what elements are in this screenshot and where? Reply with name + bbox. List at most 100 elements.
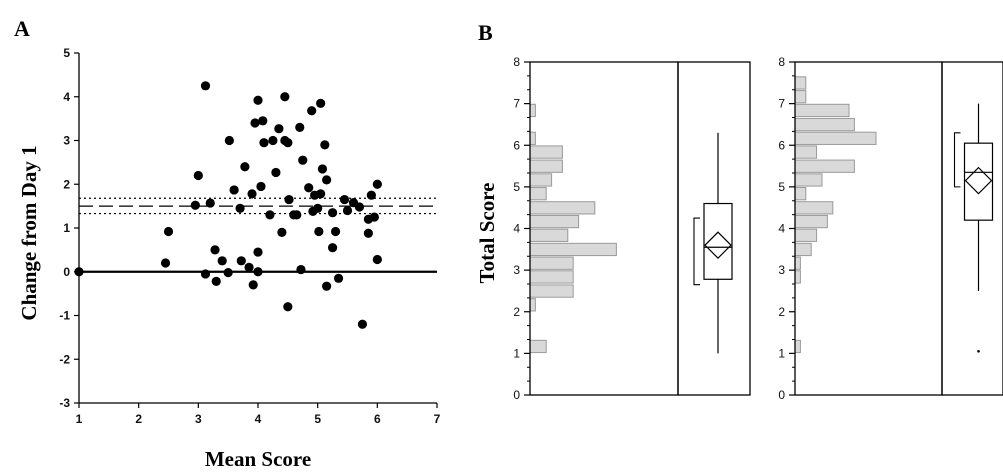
histogram-bar	[794, 103, 850, 118]
histogram-bar	[794, 187, 807, 201]
scatter-point	[265, 210, 275, 220]
histogram-box-b-left: 0 1 2 3 4 5 6 7 8	[513, 55, 751, 402]
scatter-point	[317, 164, 328, 174]
y-tick-label: 6	[778, 138, 785, 152]
y-tick-label: 7	[513, 97, 520, 111]
scatter-point	[369, 212, 379, 222]
a-y-axis-label: Change from Day 1	[17, 145, 41, 320]
scatter-point	[268, 135, 278, 146]
scatter-point	[253, 267, 263, 277]
histogram-bar	[529, 131, 536, 145]
scatter-point	[372, 254, 382, 265]
scatter-point	[316, 98, 326, 108]
a-y-tick-label: -1	[59, 309, 70, 323]
a-x-tick-label: 4	[255, 412, 262, 426]
mean-diamond	[964, 166, 993, 195]
histogram-bar	[529, 298, 536, 312]
a-y-tick-label: -2	[59, 352, 70, 366]
a-y-tick-label: 5	[63, 46, 70, 60]
scatter-point	[274, 124, 284, 134]
y-tick-label: 3	[778, 263, 785, 277]
scatter-point	[292, 210, 302, 220]
scatter-point	[244, 262, 254, 272]
scatter-point	[224, 135, 234, 146]
histogram-bar	[529, 187, 547, 201]
scatter-point	[193, 170, 203, 181]
histogram-bar	[529, 270, 574, 284]
a-y-tick-label: -3	[59, 396, 70, 410]
a-x-tick-label: 1	[76, 412, 83, 426]
histogram-bar	[794, 242, 812, 257]
scatter-point	[296, 264, 306, 275]
histogram-frame	[529, 61, 679, 396]
a-x-axis-label: Mean Score	[205, 447, 311, 471]
scatter-point	[271, 167, 281, 178]
scatter-point	[283, 302, 293, 312]
scatter-point	[366, 190, 376, 200]
panel-label-b: B	[478, 20, 493, 45]
histogram-bar	[529, 214, 580, 229]
scatter-point	[248, 280, 258, 290]
histogram-bar	[794, 270, 801, 284]
y-tick-label: 2	[513, 305, 520, 319]
y-tick-label: 4	[513, 222, 520, 236]
histogram-bar	[529, 145, 563, 159]
histogram-bar	[529, 339, 547, 354]
histogram-bar	[794, 339, 801, 354]
histogram-bar	[794, 256, 801, 270]
a-y-tick-label: 2	[63, 177, 70, 191]
y-tick-label: 4	[778, 222, 785, 236]
a-x-tick-label: 2	[135, 412, 142, 426]
scatter-point	[333, 273, 344, 283]
scatter-point	[357, 319, 368, 329]
scatter-point	[163, 226, 174, 237]
y-tick-label: 6	[513, 138, 520, 152]
y-tick-label: 0	[513, 388, 520, 402]
scatter-point	[280, 92, 290, 102]
scatter-point	[217, 256, 227, 266]
scatter-point	[327, 243, 338, 253]
histogram-bar	[529, 103, 536, 118]
scatter-point	[247, 189, 257, 199]
scatter-point	[200, 269, 211, 279]
a-y-tick-label: 1	[63, 221, 70, 235]
scatter-point	[363, 228, 373, 238]
histogram-bar	[529, 173, 553, 187]
y-tick-label: 0	[778, 388, 785, 402]
mean-diamond	[704, 231, 732, 259]
histogram-bar	[794, 145, 818, 159]
scatter-point	[258, 116, 268, 126]
panel-label-a: A	[14, 16, 30, 41]
scatter-point	[240, 162, 250, 172]
y-tick-label: 1	[513, 346, 520, 360]
scatter-point	[313, 203, 323, 213]
scatter-point	[372, 179, 382, 189]
scatter-point	[322, 281, 332, 291]
histogram-bar	[529, 201, 596, 215]
scatter-point	[320, 140, 330, 150]
scatter-point	[253, 95, 263, 105]
scatter-point	[205, 198, 215, 208]
scatter-point	[259, 138, 269, 148]
histogram-bar	[794, 173, 823, 187]
boxplot-frame	[677, 61, 751, 396]
histogram-bar	[794, 159, 855, 173]
scatter-point	[210, 245, 220, 255]
scatter-point	[223, 268, 233, 278]
scatter-point	[342, 205, 353, 216]
histogram-bar	[529, 228, 569, 242]
y-tick-label: 3	[513, 263, 520, 277]
histogram-bar	[529, 159, 563, 173]
scatter-point	[211, 276, 221, 286]
scatter-point	[236, 256, 246, 266]
histogram-box-b-right: 0 1 2 3 4 5 6 7 8	[778, 55, 1003, 402]
scatter-point	[307, 106, 317, 116]
scatter-point	[339, 194, 350, 205]
scatter-point	[330, 226, 341, 237]
scatter-point	[250, 118, 260, 128]
scatter-point	[256, 181, 266, 192]
scatter-point	[200, 81, 211, 91]
histogram-bar	[794, 214, 828, 229]
histogram-bar	[529, 242, 617, 257]
